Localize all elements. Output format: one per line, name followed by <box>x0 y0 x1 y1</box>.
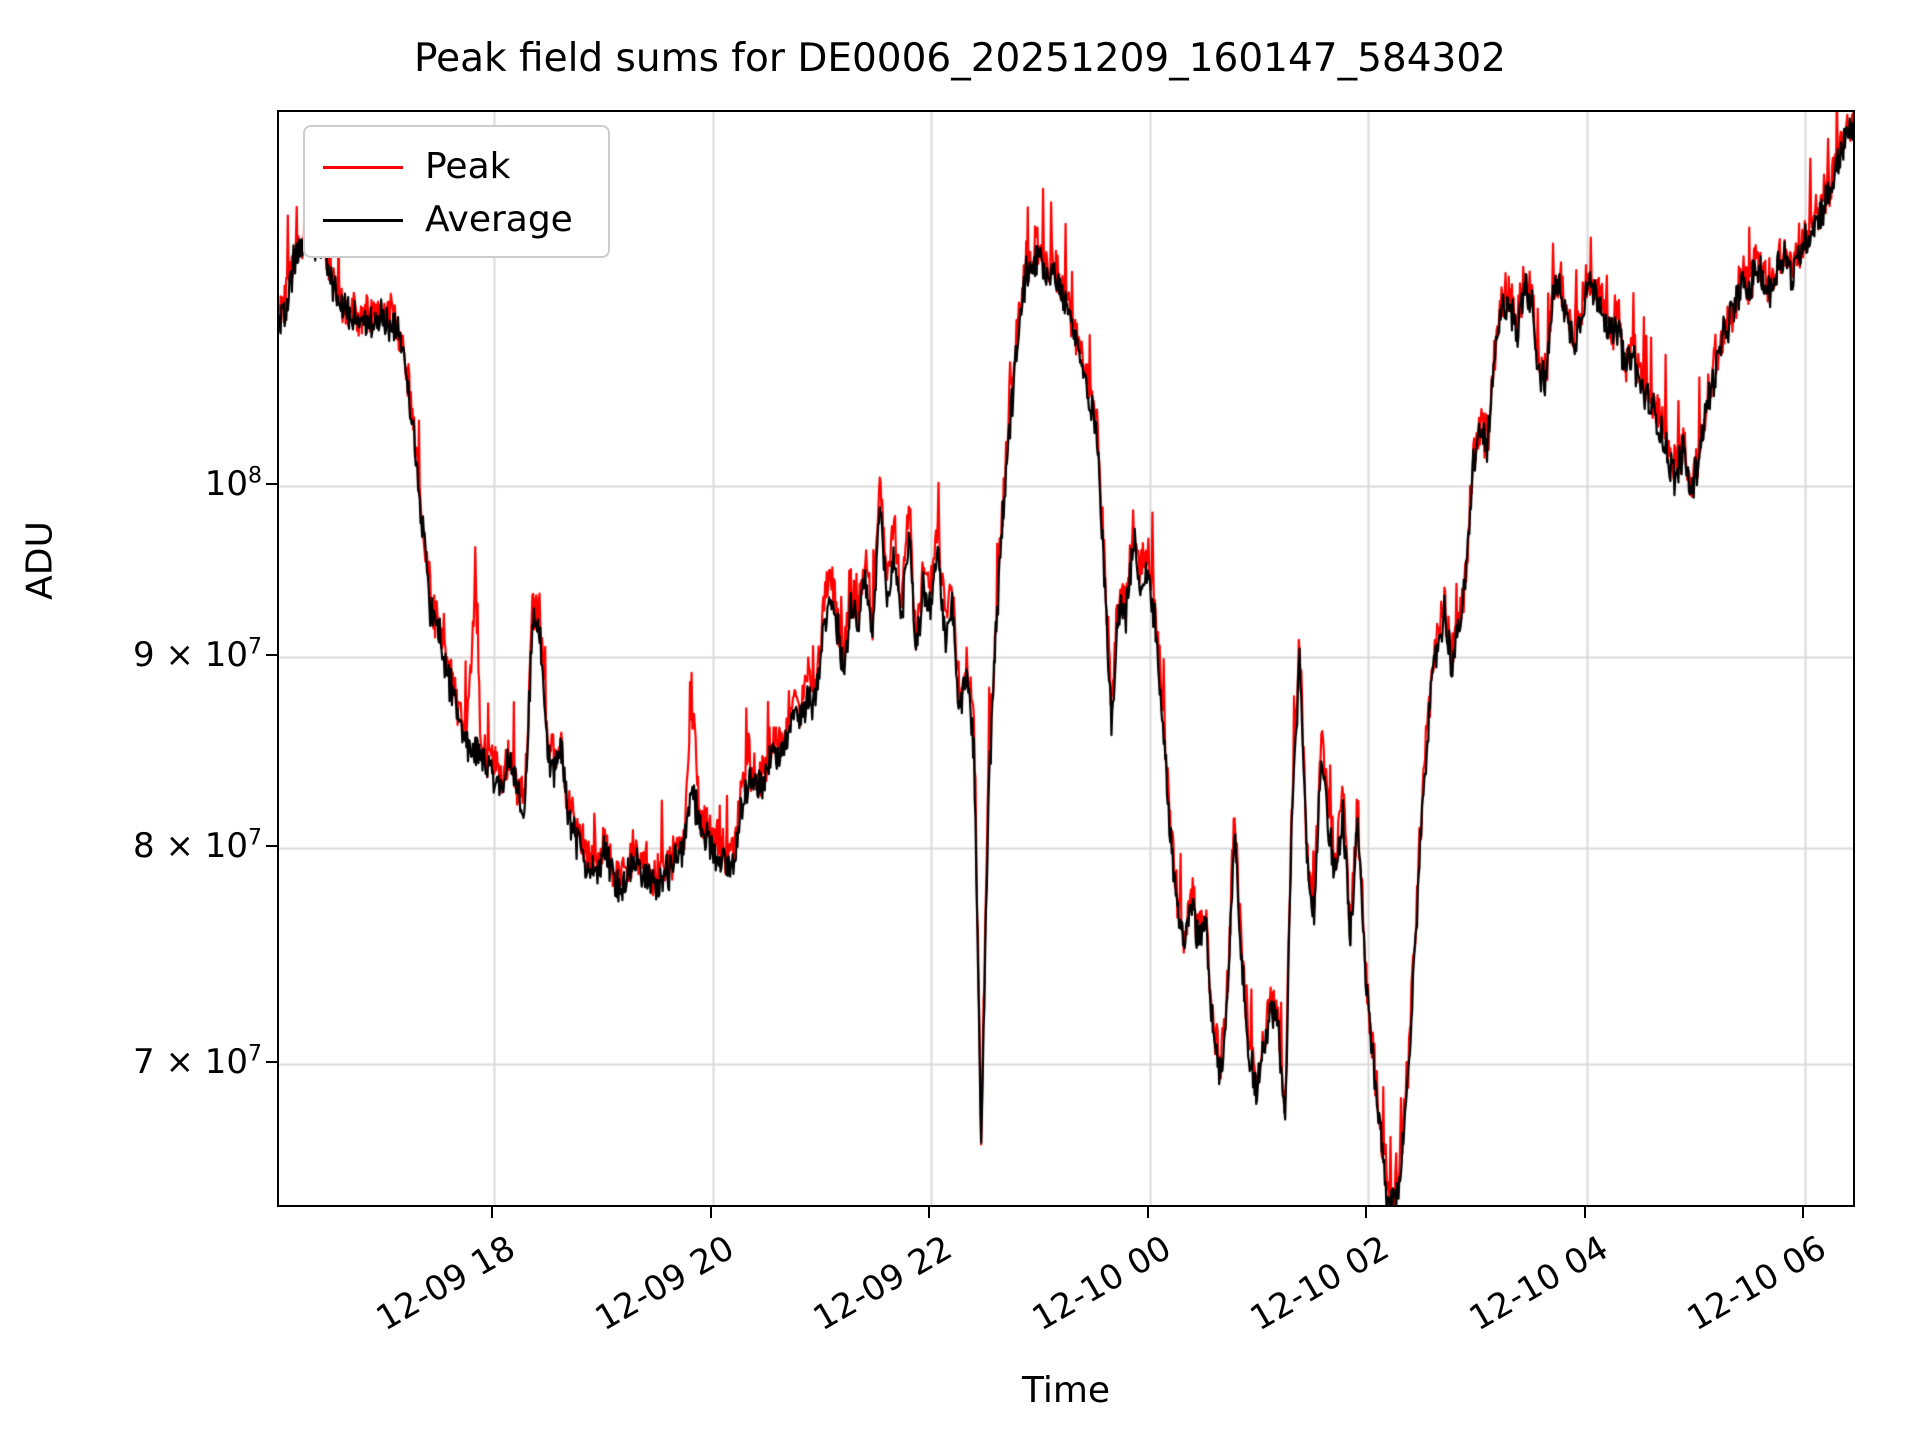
legend-swatch-average <box>323 218 403 222</box>
x-tick-mark <box>1365 1207 1367 1218</box>
x-tick-mark <box>709 1207 712 1218</box>
legend-item-peak[interactable]: Peak <box>305 140 608 194</box>
page-title: Peak field sums for DE0006_20251209_1601… <box>414 36 1506 81</box>
legend-swatch-peak <box>323 165 403 169</box>
y-tick-mark <box>266 844 277 847</box>
legend-item-average[interactable]: Average <box>305 193 608 247</box>
x-tick-mark <box>1583 1207 1586 1218</box>
plot-area: Peak Average <box>277 110 1855 1207</box>
y-tick-mark <box>266 653 277 656</box>
legend[interactable]: Peak Average <box>303 125 610 258</box>
y-tick-label: 108 <box>204 463 262 505</box>
series-canvas <box>279 112 1853 1205</box>
y-tick-label: 7 × 107 <box>133 1041 262 1082</box>
x-tick-mark <box>1802 1207 1804 1218</box>
x-axis-label: Time <box>1021 1370 1111 1411</box>
legend-label-peak: Peak <box>425 146 511 187</box>
x-tick-mark <box>491 1207 493 1218</box>
y-tick-label: 8 × 107 <box>133 825 262 866</box>
y-tick-label: 9 × 107 <box>133 634 262 675</box>
legend-label-average: Average <box>425 199 573 240</box>
x-tick-mark <box>928 1207 930 1218</box>
y-tick-mark <box>266 483 277 486</box>
y-tick-mark <box>266 1060 277 1063</box>
x-tick-mark <box>1146 1207 1149 1218</box>
